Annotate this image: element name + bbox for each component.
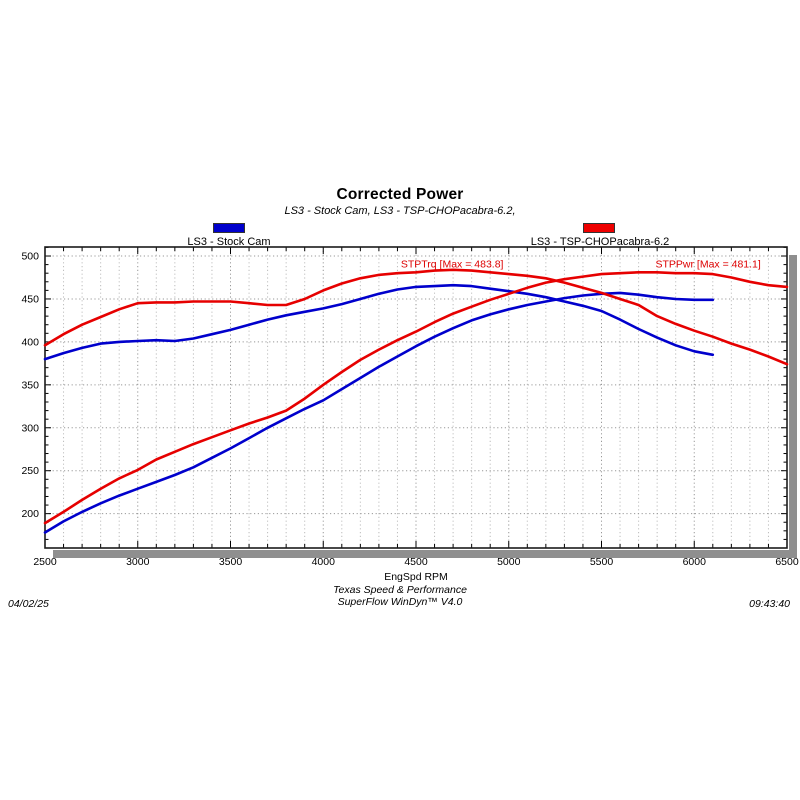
footer-software-name: SuperFlow WinDyn™ V4.0 <box>337 596 463 608</box>
x-tick-label: 5000 <box>497 556 521 568</box>
x-tick-label: 6500 <box>775 556 799 568</box>
series-tsp-pwr-stppwr <box>43 270 789 525</box>
legend-label-tsp-chopacabra: LS3 - TSP-CHOPacabra-6.2 <box>530 236 670 248</box>
chart-title: Corrected Power <box>336 186 464 203</box>
legend-swatch-tsp-chopacabra-icon <box>583 223 615 233</box>
x-tick-label: 5500 <box>590 556 614 568</box>
annotation-stppwr-max: STPPwr [Max = 481.1] <box>655 259 760 271</box>
footer-time: 09:43:40 <box>749 598 790 610</box>
x-axis-title: EngSpd RPM <box>384 571 448 583</box>
chart-subtitle: LS3 - Stock Cam, LS3 - TSP-CHOPacabra-6.… <box>284 205 516 217</box>
plot-background <box>45 247 787 548</box>
annotation-stptrq-max: STPTrq [Max = 483.8] <box>401 259 504 271</box>
y-tick-label: 200 <box>21 508 39 520</box>
x-tick-label: 6000 <box>683 556 707 568</box>
footer-shop-name: Texas Speed & Performance <box>333 584 467 596</box>
chart-shadow-right <box>789 255 797 558</box>
y-tick-label: 400 <box>21 336 39 348</box>
y-tick-label: 300 <box>21 422 39 434</box>
x-tick-label: 3500 <box>219 556 243 568</box>
legend-label-stock-cam: LS3 - Stock Cam <box>187 236 271 248</box>
footer-date: 04/02/25 <box>8 598 49 610</box>
series-stock-trq-stptrq <box>43 283 715 361</box>
y-tick-label: 500 <box>21 251 39 263</box>
plot-border <box>44 246 788 549</box>
x-tick-label: 4500 <box>404 556 428 568</box>
y-tick-label: 450 <box>21 293 39 305</box>
x-tick-label: 3000 <box>126 556 150 568</box>
x-tick-label: 2500 <box>33 556 57 568</box>
legend-swatch-stock-cam-icon <box>213 223 245 233</box>
y-tick-label: 350 <box>21 379 39 391</box>
x-tick-label: 4000 <box>312 556 336 568</box>
y-tick-label: 250 <box>21 465 39 477</box>
series-tsp-trq-stptrq <box>43 268 789 366</box>
chart-shadow-bottom <box>53 550 797 558</box>
